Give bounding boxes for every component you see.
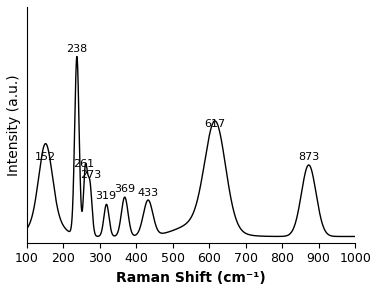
Text: 617: 617 <box>205 119 226 129</box>
Text: 152: 152 <box>35 152 56 162</box>
Text: 433: 433 <box>138 188 159 198</box>
Text: 319: 319 <box>96 191 117 201</box>
Text: 261: 261 <box>73 159 94 169</box>
X-axis label: Raman Shift (cm⁻¹): Raman Shift (cm⁻¹) <box>116 271 266 285</box>
Y-axis label: Intensity (a.u.): Intensity (a.u.) <box>7 74 21 176</box>
Text: 238: 238 <box>66 44 88 54</box>
Text: 873: 873 <box>298 152 319 162</box>
Text: 273: 273 <box>80 170 101 180</box>
Text: 369: 369 <box>114 184 135 194</box>
